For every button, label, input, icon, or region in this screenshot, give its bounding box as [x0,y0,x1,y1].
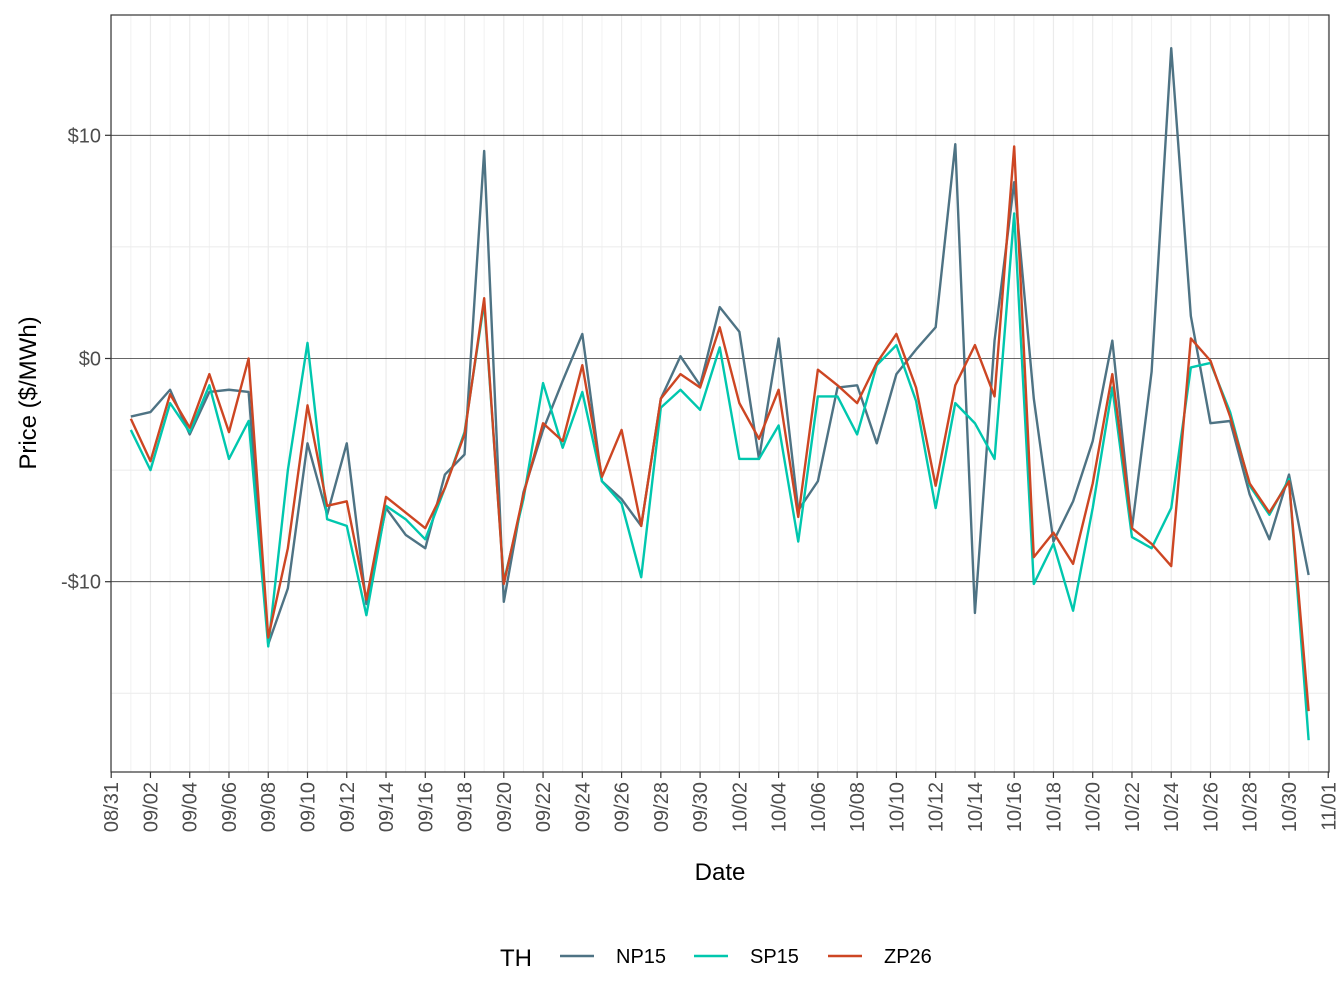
x-tick-label: 10/18 [1043,782,1065,832]
x-tick-label: 10/22 [1122,782,1144,832]
legend-label-np15: NP15 [616,946,666,968]
x-tick-label: 09/20 [494,782,516,832]
x-tick-label: 10/28 [1240,782,1262,832]
x-tick-label: 10/26 [1200,782,1222,832]
x-tick-label: 11/01 [1318,782,1340,831]
x-tick-label: 10/24 [1161,782,1183,832]
x-tick-label: 09/06 [219,782,241,832]
y-tick-label: $10 [68,125,101,147]
legend-label-sp15: SP15 [750,946,799,968]
x-tick-label: 09/24 [572,782,594,832]
x-tick-label: 10/20 [1083,782,1105,832]
x-tick-label: 10/04 [769,782,791,832]
x-tick-label: 09/14 [376,782,398,832]
series-lines [129,47,1310,741]
x-tick-label: 09/04 [180,782,202,832]
legend-label-zp26: ZP26 [884,946,932,968]
x-tick-label: 10/08 [847,782,869,832]
x-tick-label: 10/14 [965,782,987,832]
x-tick-label: 09/28 [651,782,673,832]
y-tick-label: $0 [79,349,101,371]
x-tick-label: 09/30 [690,782,712,832]
series-line-zp26 [129,145,1310,712]
y-tick-label: -$10 [61,572,101,594]
x-tick-label: 09/10 [298,782,320,832]
x-tick-label: 09/02 [140,782,162,832]
x-tick-label: 10/30 [1279,782,1301,832]
x-tick-label: 10/16 [1004,782,1026,832]
x-axis-title: Date [695,859,746,886]
x-tick-label: 09/12 [337,782,359,832]
x-tick-label: 08/31 [101,782,123,832]
series-line-sp15 [129,212,1310,741]
y-axis-title: Price ($/MWh) [15,316,42,469]
x-tick-label: 09/08 [258,782,280,832]
legend: TH NP15 SP15 ZP26 [500,945,932,972]
x-tick-label: 10/12 [926,782,948,832]
x-tick-label: 10/06 [808,782,830,832]
x-axis: 08/31 09/02 09/04 09/06 09/08 09/10 09/12 09/14… [101,772,1340,832]
x-tick-label: 09/18 [455,782,477,832]
x-tick-label: 09/22 [533,782,555,832]
plot-border [110,14,1330,773]
x-tick-label: 09/16 [415,782,437,832]
x-tick-label: 10/10 [886,782,908,832]
x-tick-label: 09/26 [612,782,634,832]
y-axis: -$10 $0 $10 [61,125,111,594]
x-tick-label: 10/02 [729,782,751,832]
legend-title: TH [500,945,532,972]
